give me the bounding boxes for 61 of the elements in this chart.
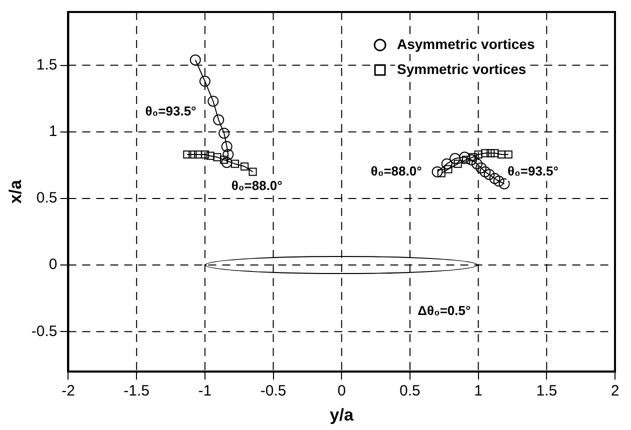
point <box>480 166 491 178</box>
point <box>484 168 495 180</box>
point <box>222 149 234 160</box>
point <box>213 114 224 126</box>
annotation: θ₀=93.5° <box>508 163 558 178</box>
x-tick-label: -2 <box>62 382 75 400</box>
point <box>240 162 249 171</box>
x-tick-label: 1.5 <box>536 382 558 400</box>
point <box>462 156 470 164</box>
x-tick-label: -1.5 <box>124 382 150 400</box>
point <box>504 150 512 159</box>
x-tick-label: -0.5 <box>260 382 286 400</box>
point <box>493 176 504 187</box>
point <box>481 149 490 158</box>
x-tick-label: -1 <box>198 382 212 400</box>
point <box>220 156 228 164</box>
y-tick-label: 1 <box>48 123 58 140</box>
point <box>221 157 232 168</box>
point <box>441 158 452 170</box>
point <box>476 162 487 174</box>
y-tick-label: 0.5 <box>36 190 58 207</box>
x-axis-title: y/a <box>330 405 354 424</box>
annotation: θ₀=88.0° <box>370 163 422 178</box>
point <box>437 169 446 178</box>
point <box>218 128 230 139</box>
y-tick-label: -0.5 <box>31 322 58 340</box>
point <box>432 166 443 178</box>
annotation: θ₀=93.5° <box>145 103 196 118</box>
y-axis-title: x/a <box>6 179 25 204</box>
point <box>450 153 461 164</box>
point <box>208 96 219 107</box>
y-tick-label: 0 <box>48 256 58 274</box>
point <box>183 150 192 159</box>
point <box>221 141 232 152</box>
point <box>466 154 477 166</box>
x-tick-label: 2 <box>610 382 620 400</box>
point <box>206 152 214 160</box>
x-tick-label: 1 <box>474 382 482 400</box>
point <box>199 76 210 87</box>
x-tick-label: 0.5 <box>400 382 420 400</box>
point <box>474 150 482 159</box>
annotation: Δθ₀=0.5° <box>418 303 471 318</box>
point <box>459 152 470 163</box>
y-tick-label: 1.5 <box>36 56 58 74</box>
point <box>248 168 257 176</box>
point <box>444 165 452 174</box>
annotation: θ₀=88.0° <box>231 178 282 194</box>
point <box>498 178 510 190</box>
point <box>190 54 201 66</box>
point <box>490 149 499 158</box>
point <box>454 160 462 168</box>
legend-label: Asymmetric vortices <box>397 36 535 52</box>
point <box>200 150 209 159</box>
point <box>486 149 495 158</box>
point <box>468 153 477 162</box>
point <box>489 172 500 184</box>
x-tick-label: 0 <box>337 382 346 400</box>
point <box>213 153 222 162</box>
legend-label: Symmetric vortices <box>397 60 526 77</box>
point <box>471 158 482 170</box>
point <box>230 160 240 168</box>
